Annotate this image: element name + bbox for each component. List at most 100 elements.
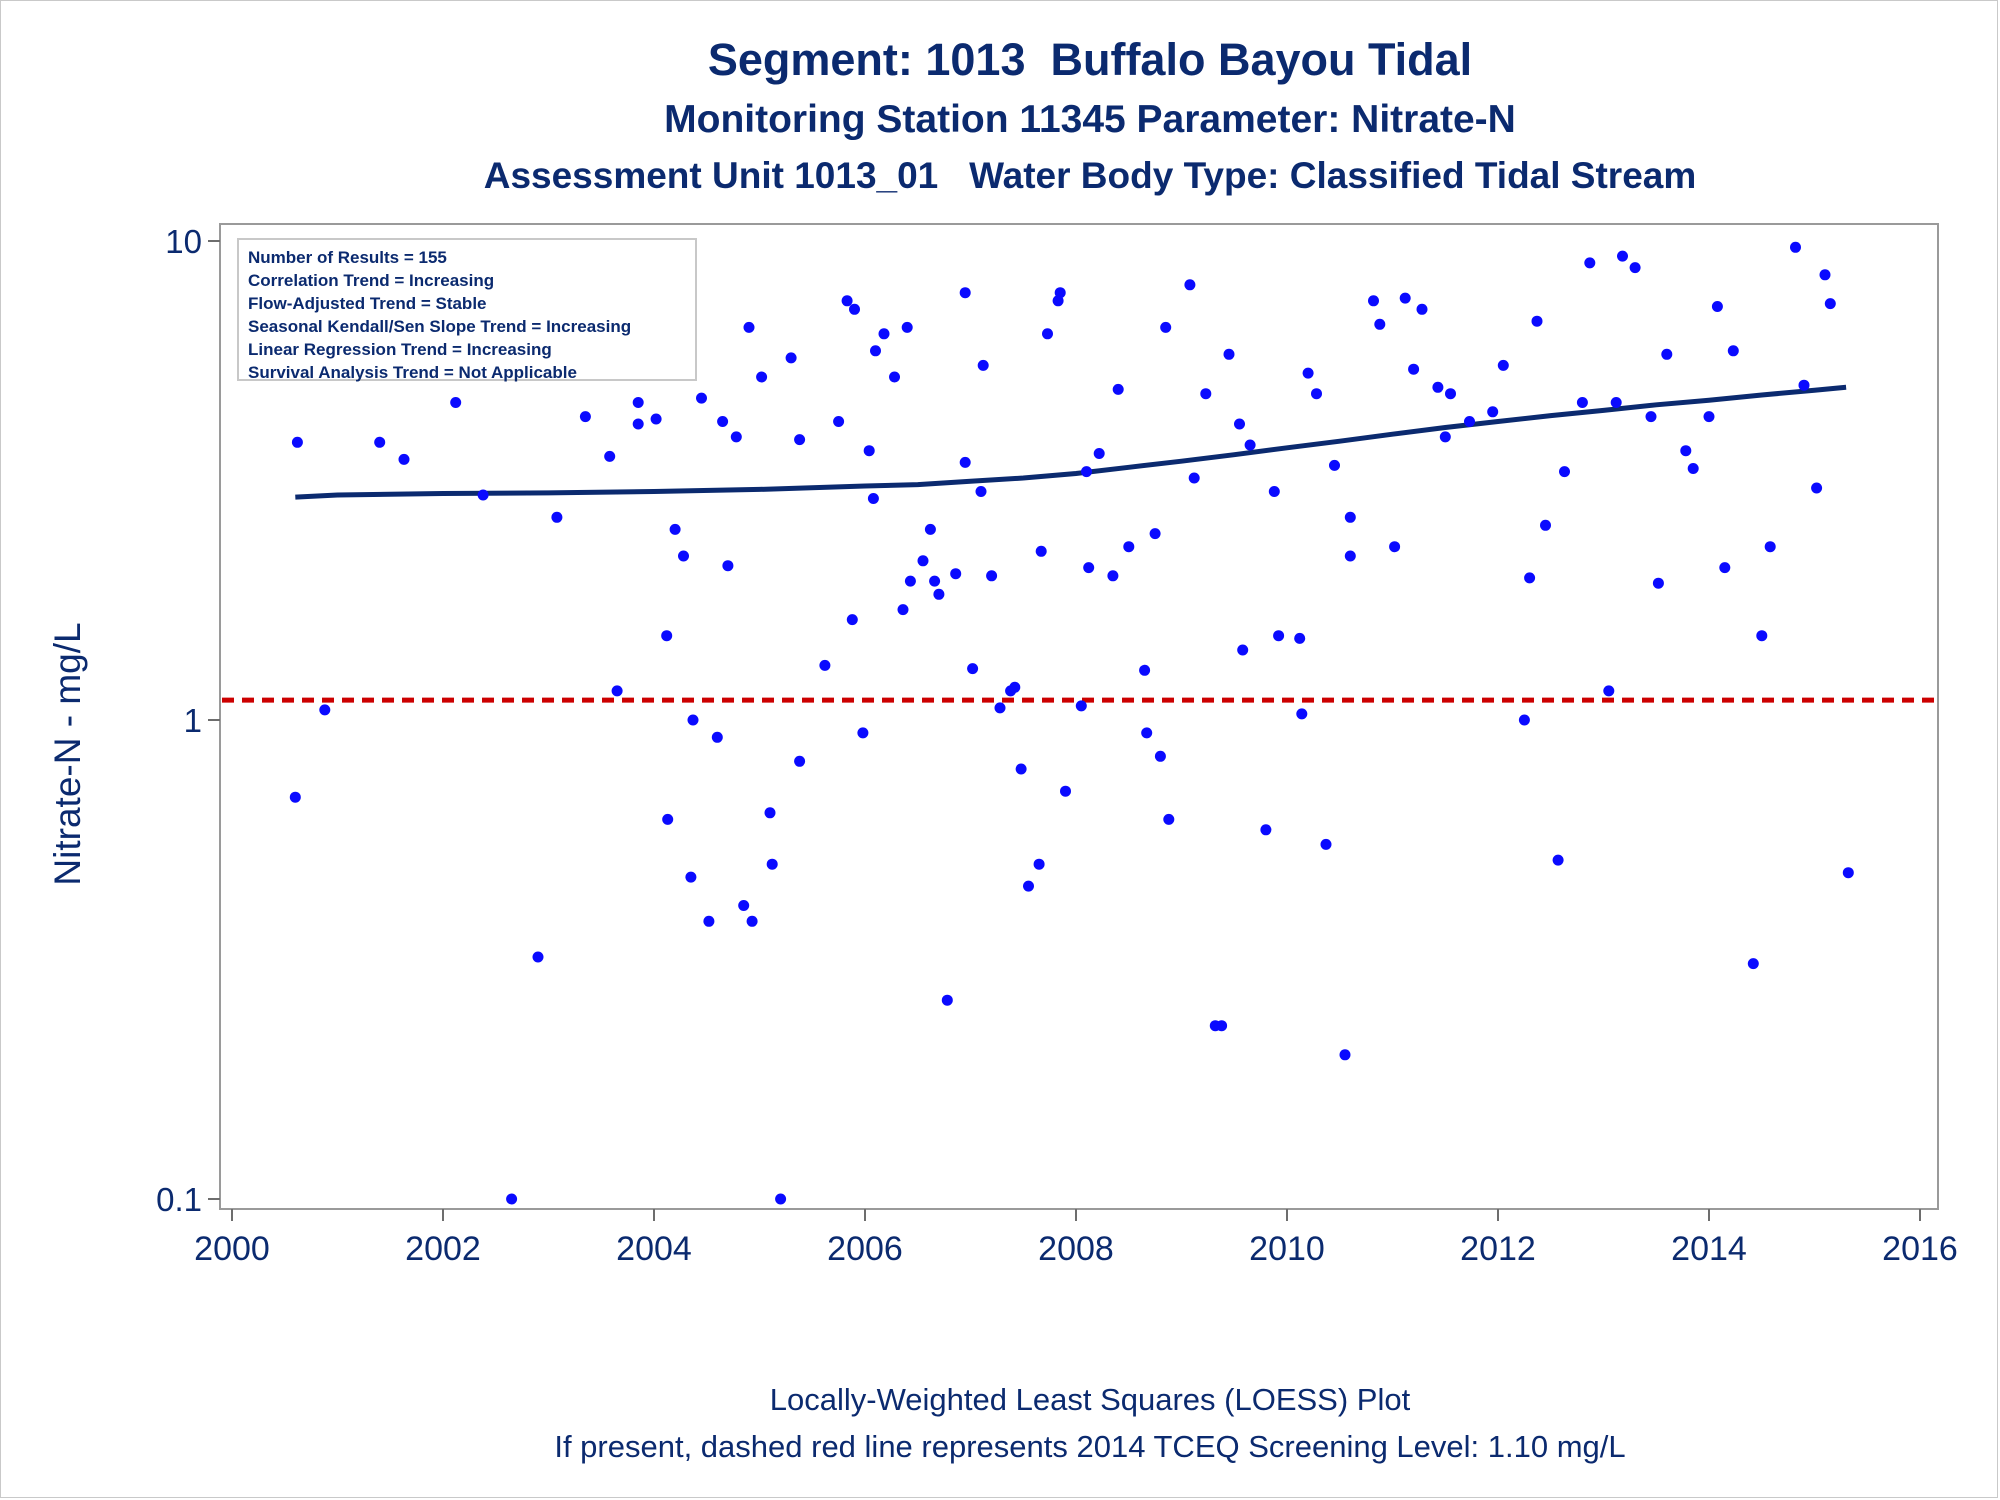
data-point-25 xyxy=(685,871,697,883)
data-point-83 xyxy=(1107,570,1119,582)
data-point-5 xyxy=(398,453,410,465)
data-point-125 xyxy=(1518,714,1530,726)
data-point-45 xyxy=(846,614,858,626)
data-point-10 xyxy=(532,951,544,963)
data-point-119 xyxy=(1432,381,1444,393)
data-point-46 xyxy=(849,303,860,315)
data-point-33 xyxy=(743,321,755,333)
chart-title: Segment: 1013 Buffalo Bayou Tidal xyxy=(707,34,1473,85)
data-point-28 xyxy=(711,731,723,743)
x-tick-label-3: 2006 xyxy=(827,1230,903,1268)
data-point-135 xyxy=(1617,250,1628,262)
data-point-38 xyxy=(775,1193,787,1205)
data-point-113 xyxy=(1368,295,1379,307)
data-point-102 xyxy=(1268,486,1280,497)
data-point-34 xyxy=(746,915,758,927)
data-point-124 xyxy=(1497,359,1509,371)
x-tick-label-1: 2002 xyxy=(405,1230,481,1268)
data-point-49 xyxy=(867,493,879,504)
data-point-47 xyxy=(857,727,869,739)
data-point-42 xyxy=(819,659,831,671)
data-point-149 xyxy=(1790,241,1801,253)
data-point-150 xyxy=(1798,379,1810,391)
data-point-99 xyxy=(1237,644,1249,656)
data-point-9 xyxy=(506,1193,518,1205)
data-point-114 xyxy=(1374,318,1386,330)
loess-trend-line xyxy=(295,384,1847,500)
data-point-103 xyxy=(1273,630,1285,642)
stat-seasonal-kendall-trend: Seasonal Kendall/Sen Slope Trend = Incre… xyxy=(248,317,632,336)
data-point-64 xyxy=(967,663,979,675)
data-point-151 xyxy=(1811,482,1823,494)
data-point-73 xyxy=(1033,858,1045,870)
data-point-80 xyxy=(1081,466,1092,478)
x-axis: 2000 2002 2004 2006 2008 2010 2012 2014 2016 xyxy=(194,1209,1958,1268)
data-point-27 xyxy=(703,915,715,927)
data-point-62 xyxy=(959,287,971,299)
data-point-29 xyxy=(717,416,729,427)
data-point-79 xyxy=(1075,700,1087,712)
data-point-37 xyxy=(766,858,778,870)
stat-flow-adjusted-trend: Flow-Adjusted Trend = Stable xyxy=(248,294,487,313)
data-point-123 xyxy=(1487,406,1499,418)
data-point-71 xyxy=(1015,763,1027,775)
data-point-48 xyxy=(863,445,875,457)
x-tick-label-2: 2004 xyxy=(616,1230,692,1268)
data-point-153 xyxy=(1824,298,1836,310)
data-point-152 xyxy=(1819,269,1831,281)
data-point-100 xyxy=(1244,439,1256,451)
stat-correlation-trend: Correlation Trend = Increasing xyxy=(248,271,495,290)
data-point-75 xyxy=(1042,328,1053,340)
data-point-52 xyxy=(889,371,900,383)
data-point-4 xyxy=(374,436,386,448)
data-point-14 xyxy=(611,685,623,697)
data-point-20 xyxy=(661,630,673,642)
data-point-13 xyxy=(604,450,616,462)
stat-linear-regression-trend: Linear Regression Trend = Increasing xyxy=(248,340,552,359)
data-point-24 xyxy=(687,714,699,726)
data-point-109 xyxy=(1329,459,1340,471)
stat-number-of-results: Number of Results = 155 xyxy=(248,248,447,267)
data-point-82 xyxy=(1093,448,1105,459)
data-point-11 xyxy=(551,511,563,523)
data-point-61 xyxy=(950,568,962,580)
data-point-2 xyxy=(319,704,331,716)
data-point-134 xyxy=(1610,397,1622,408)
data-point-12 xyxy=(579,411,591,423)
data-point-59 xyxy=(933,588,945,600)
data-point-105 xyxy=(1296,708,1308,720)
data-point-66 xyxy=(977,359,989,371)
data-point-133 xyxy=(1603,685,1615,697)
chart-subtitle-station: Monitoring Station 11345 Parameter: Nitr… xyxy=(664,98,1516,141)
data-point-19 xyxy=(650,413,662,425)
data-point-43 xyxy=(833,416,845,427)
data-point-126 xyxy=(1524,572,1536,584)
data-point-104 xyxy=(1294,632,1306,644)
data-point-106 xyxy=(1302,367,1314,379)
data-point-7 xyxy=(450,397,462,408)
x-tick-label-0: 2000 xyxy=(194,1230,270,1268)
data-point-90 xyxy=(1160,321,1172,333)
data-point-121 xyxy=(1445,388,1456,400)
y-tick-label-0: 0.1 xyxy=(156,1181,202,1218)
data-point-50 xyxy=(870,345,881,357)
data-point-140 xyxy=(1680,445,1692,457)
data-point-30 xyxy=(722,560,734,572)
chart-subtitle-assessment: Assessment Unit 1013_01 Water Body Type:… xyxy=(483,155,1697,196)
data-point-1 xyxy=(289,791,301,803)
data-point-138 xyxy=(1652,577,1664,589)
data-point-74 xyxy=(1035,545,1047,557)
data-point-60 xyxy=(941,994,953,1006)
data-point-63 xyxy=(959,456,971,468)
data-point-154 xyxy=(1842,867,1854,879)
data-point-92 xyxy=(1184,279,1196,291)
data-point-94 xyxy=(1200,388,1212,400)
data-point-96 xyxy=(1216,1020,1228,1032)
data-point-147 xyxy=(1756,630,1768,642)
data-point-70 xyxy=(1009,681,1021,693)
data-point-16 xyxy=(632,397,644,408)
plot-area xyxy=(219,223,1939,1210)
data-point-141 xyxy=(1687,463,1699,474)
data-point-68 xyxy=(994,702,1006,714)
